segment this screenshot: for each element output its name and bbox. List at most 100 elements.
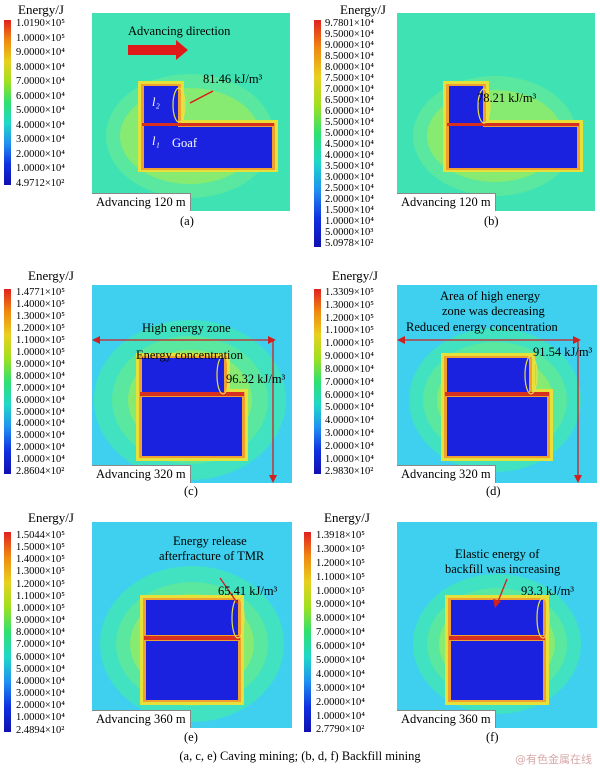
reduced-energy-label: Reduced energy concentration	[406, 320, 558, 334]
l2-label: l₂	[152, 95, 160, 109]
contour-plot: High energy zone Energy concentration 96…	[92, 285, 292, 483]
tick-label: 4.0000×10⁴	[325, 415, 374, 427]
tick-label: 1.4000×10⁵	[16, 554, 65, 566]
tick-label: 3.0000×10⁴	[16, 430, 65, 442]
advancing-distance: Advancing 120 m	[397, 193, 496, 211]
elastic-energy-line1: Elastic energy of	[455, 547, 540, 561]
tick-label: 7.5000×10⁴	[325, 73, 374, 85]
panel-e: Energy/J 1.5044×10⁵ 1.5000×10⁵ 1.4000×10…	[0, 505, 300, 755]
energy-density-label: 65.41 kJ/m³	[218, 584, 278, 598]
colorbar	[314, 20, 321, 247]
l1-label: l₁	[152, 134, 160, 148]
tick-label: 1.3000×10⁵	[316, 543, 365, 555]
subfigure-label: (e)	[184, 730, 198, 744]
advancing-distance: Advancing 120 m	[92, 193, 191, 211]
subfigure-label: (f)	[486, 730, 499, 744]
high-energy-zone-label: High energy zone	[142, 321, 231, 335]
tick-label: 1.2000×10⁵	[16, 322, 65, 334]
tick-label: 6.0000×10⁴	[16, 90, 65, 102]
tick-label: 5.5000×10⁴	[325, 117, 374, 129]
watermark: @有色金属在线	[515, 753, 592, 766]
contour-plot: Elastic energy of backfill was increasin…	[397, 522, 597, 728]
colorbar-ticks: 1.4771×10⁵ 1.4000×10⁵ 1.3000×10⁵ 1.2000×…	[16, 287, 65, 478]
colorbar-title: Energy/J	[28, 510, 74, 525]
tick-label: 8.0000×10⁴	[16, 627, 65, 639]
tick-label: 1.0000×10⁴	[16, 712, 65, 724]
advancing-distance: Advancing 320 m	[92, 465, 191, 483]
tick-label: 1.5000×10⁴	[325, 205, 374, 217]
tick-label: 6.0000×10⁴	[16, 394, 65, 406]
tick-label: 1.5044×10⁵	[16, 530, 65, 541]
tick-label: 1.0000×10⁵	[325, 338, 374, 350]
tick-label: 3.5000×10⁴	[325, 161, 374, 173]
subfigure-label: (d)	[486, 484, 501, 498]
figure-caption: (a, c, e) Caving mining; (b, d, f) Backf…	[179, 749, 421, 763]
advancing-distance: Advancing 320 m	[397, 465, 496, 483]
tick-label: 6.0000×10⁴	[316, 641, 365, 653]
panel-d: Energy/J 1.3309×10⁵ 1.3000×10⁵ 1.2000×10…	[300, 262, 600, 512]
colorbar-title: Energy/J	[18, 2, 64, 17]
panel-a: Energy/J 1.0190×10⁵ 1.0000×10⁵ 9.0000×10…	[0, 0, 300, 250]
colorbar-title: Energy/J	[324, 510, 370, 525]
zone-label-line2: zone was decreasing	[442, 304, 545, 318]
tick-label: 4.0000×10⁴	[16, 119, 65, 131]
energy-density-label: 81.46 kJ/m³	[203, 72, 263, 86]
tick-label: 8.0000×10⁴	[16, 61, 65, 73]
tick-label: 1.3000×10⁵	[16, 310, 65, 322]
tick-label: 1.1000×10⁵	[16, 334, 65, 346]
tick-label: 4.0000×10⁴	[325, 150, 374, 162]
tick-label: 3.0000×10⁴	[16, 688, 65, 700]
tick-label: 7.0000×10⁴	[325, 376, 374, 388]
tick-label: 5.0000×10⁴	[316, 655, 365, 667]
tick-label: 1.0000×10⁴	[316, 710, 365, 722]
tick-label: 8.0000×10⁴	[16, 370, 65, 382]
tick-label: 6.0000×10⁴	[325, 106, 374, 118]
tick-label: 2.0000×10⁴	[325, 194, 374, 206]
tick-label: 2.0000×10⁴	[16, 700, 65, 712]
advancing-direction-label: Advancing direction	[128, 24, 231, 38]
tick-label: 1.1000×10⁵	[325, 325, 374, 337]
tick-label: 6.0000×10⁴	[16, 651, 65, 663]
energy-concentration-label: Energy concentration	[136, 348, 244, 362]
tick-label: 1.0000×10⁴	[325, 216, 374, 228]
tick-label: 9.5000×10⁴	[325, 29, 374, 41]
goaf-label: Goaf	[172, 136, 197, 150]
tick-label: 1.0000×10⁴	[16, 454, 65, 466]
tick-label: 2.0000×10⁴	[325, 440, 374, 452]
tick-label: 1.0190×10⁵	[16, 18, 65, 29]
tick-label: 7.0000×10⁴	[16, 382, 65, 394]
colorbar-title: Energy/J	[332, 268, 378, 283]
tick-label: 5.0000×10⁴	[16, 105, 65, 116]
tick-label: 6.5000×10⁴	[325, 95, 374, 107]
tick-label: 1.0000×10⁴	[325, 453, 374, 465]
tick-label: 5.0000×10⁴	[16, 663, 65, 675]
subfigure-label: (b)	[484, 214, 499, 228]
tick-label: 9.0000×10⁴	[16, 615, 65, 627]
tick-label: 2.7790×10²	[316, 724, 365, 736]
tick-label: 1.4771×10⁵	[16, 287, 65, 298]
colorbar-ticks: 1.3309×10⁵ 1.3000×10⁵ 1.2000×10⁵ 1.1000×…	[325, 287, 374, 478]
tick-label: 2.0000×10⁴	[16, 148, 65, 160]
tick-label: 3.0000×10⁴	[325, 172, 374, 184]
tick-label: 7.0000×10⁴	[16, 76, 65, 87]
tick-label: 8.0000×10⁴	[316, 613, 365, 625]
tick-label: 1.0000×10⁵	[16, 32, 65, 44]
tick-label: 5.0000×10⁴	[325, 128, 374, 140]
tick-label: 1.1000×10⁵	[16, 590, 65, 602]
tick-label: 4.0000×10⁴	[316, 668, 365, 680]
panel-c: Energy/J 1.4771×10⁵ 1.4000×10⁵ 1.3000×10…	[0, 262, 300, 512]
tick-label: 4.0000×10⁴	[16, 418, 65, 430]
tick-label: 8.0000×10⁴	[325, 62, 374, 74]
colorbar	[4, 20, 11, 185]
tick-label: 1.1000×10⁵	[316, 571, 365, 583]
tick-label: 2.5000×10⁴	[325, 183, 374, 195]
panel-f: Energy/J 1.3918×10⁵ 1.3000×10⁵ 1.2000×10…	[300, 505, 600, 755]
colorbar	[304, 532, 311, 732]
tick-label: 1.5000×10⁵	[16, 542, 65, 554]
tick-label: 1.2000×10⁵	[16, 578, 65, 590]
contour-plot: Energy release afterfracture of TMR 65.4…	[92, 522, 292, 728]
colorbar	[314, 289, 321, 474]
tick-label: 7.0000×10⁴	[325, 84, 374, 96]
tick-label: 1.3000×10⁵	[16, 566, 65, 578]
tick-label: 3.0000×10⁴	[16, 134, 65, 145]
